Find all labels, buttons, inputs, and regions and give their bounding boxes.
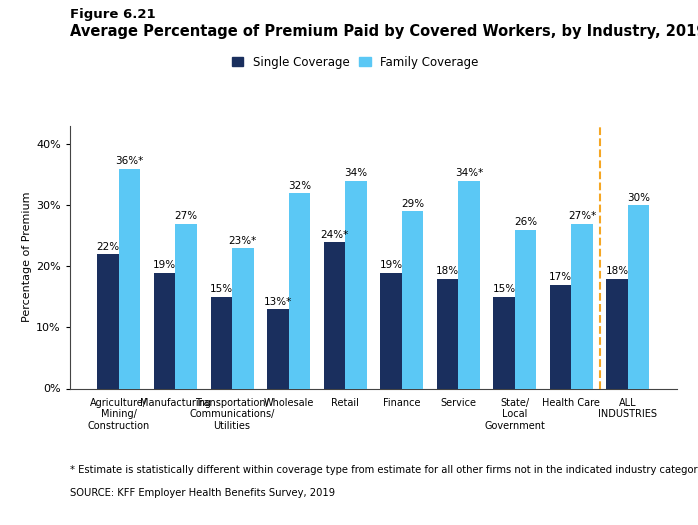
- Text: 13%*: 13%*: [264, 297, 292, 307]
- Text: 27%: 27%: [174, 211, 198, 221]
- Text: 30%: 30%: [628, 193, 651, 203]
- Text: Figure 6.21: Figure 6.21: [70, 8, 156, 21]
- Bar: [515, 230, 536, 388]
- Legend: Single Coverage, Family Coverage: Single Coverage, Family Coverage: [230, 53, 481, 71]
- Text: 19%: 19%: [380, 260, 403, 270]
- Bar: [119, 169, 140, 388]
- Text: * Estimate is statistically different within coverage type from estimate for all: * Estimate is statistically different wi…: [70, 465, 698, 475]
- Text: 29%: 29%: [401, 199, 424, 209]
- Bar: [345, 181, 366, 388]
- Bar: [232, 248, 253, 388]
- Bar: [98, 254, 119, 388]
- Text: 19%: 19%: [153, 260, 177, 270]
- Text: 15%: 15%: [493, 285, 516, 295]
- Text: 15%: 15%: [209, 285, 233, 295]
- Bar: [288, 193, 310, 388]
- Bar: [380, 272, 402, 388]
- Bar: [572, 224, 593, 388]
- Text: 26%: 26%: [514, 217, 537, 227]
- Text: 32%: 32%: [288, 181, 311, 191]
- Bar: [493, 297, 515, 388]
- Text: 34%*: 34%*: [455, 169, 483, 178]
- Text: 23%*: 23%*: [229, 236, 257, 246]
- Bar: [607, 279, 628, 388]
- Bar: [402, 212, 423, 388]
- Text: 17%: 17%: [549, 272, 572, 282]
- Text: 27%*: 27%*: [568, 211, 596, 221]
- Text: Average Percentage of Premium Paid by Covered Workers, by Industry, 2019: Average Percentage of Premium Paid by Co…: [70, 24, 698, 39]
- Y-axis label: Percentage of Premium: Percentage of Premium: [22, 192, 32, 322]
- Text: 18%: 18%: [606, 266, 629, 276]
- Text: 18%: 18%: [436, 266, 459, 276]
- Text: 34%: 34%: [344, 169, 367, 178]
- Text: SOURCE: KFF Employer Health Benefits Survey, 2019: SOURCE: KFF Employer Health Benefits Sur…: [70, 488, 335, 498]
- Text: 24%*: 24%*: [320, 229, 348, 239]
- Bar: [628, 205, 649, 388]
- Bar: [437, 279, 459, 388]
- Bar: [459, 181, 480, 388]
- Bar: [324, 242, 345, 388]
- Text: 22%: 22%: [96, 242, 120, 252]
- Bar: [154, 272, 175, 388]
- Bar: [267, 309, 288, 388]
- Bar: [211, 297, 232, 388]
- Bar: [550, 285, 572, 388]
- Text: 36%*: 36%*: [115, 156, 144, 166]
- Bar: [175, 224, 197, 388]
